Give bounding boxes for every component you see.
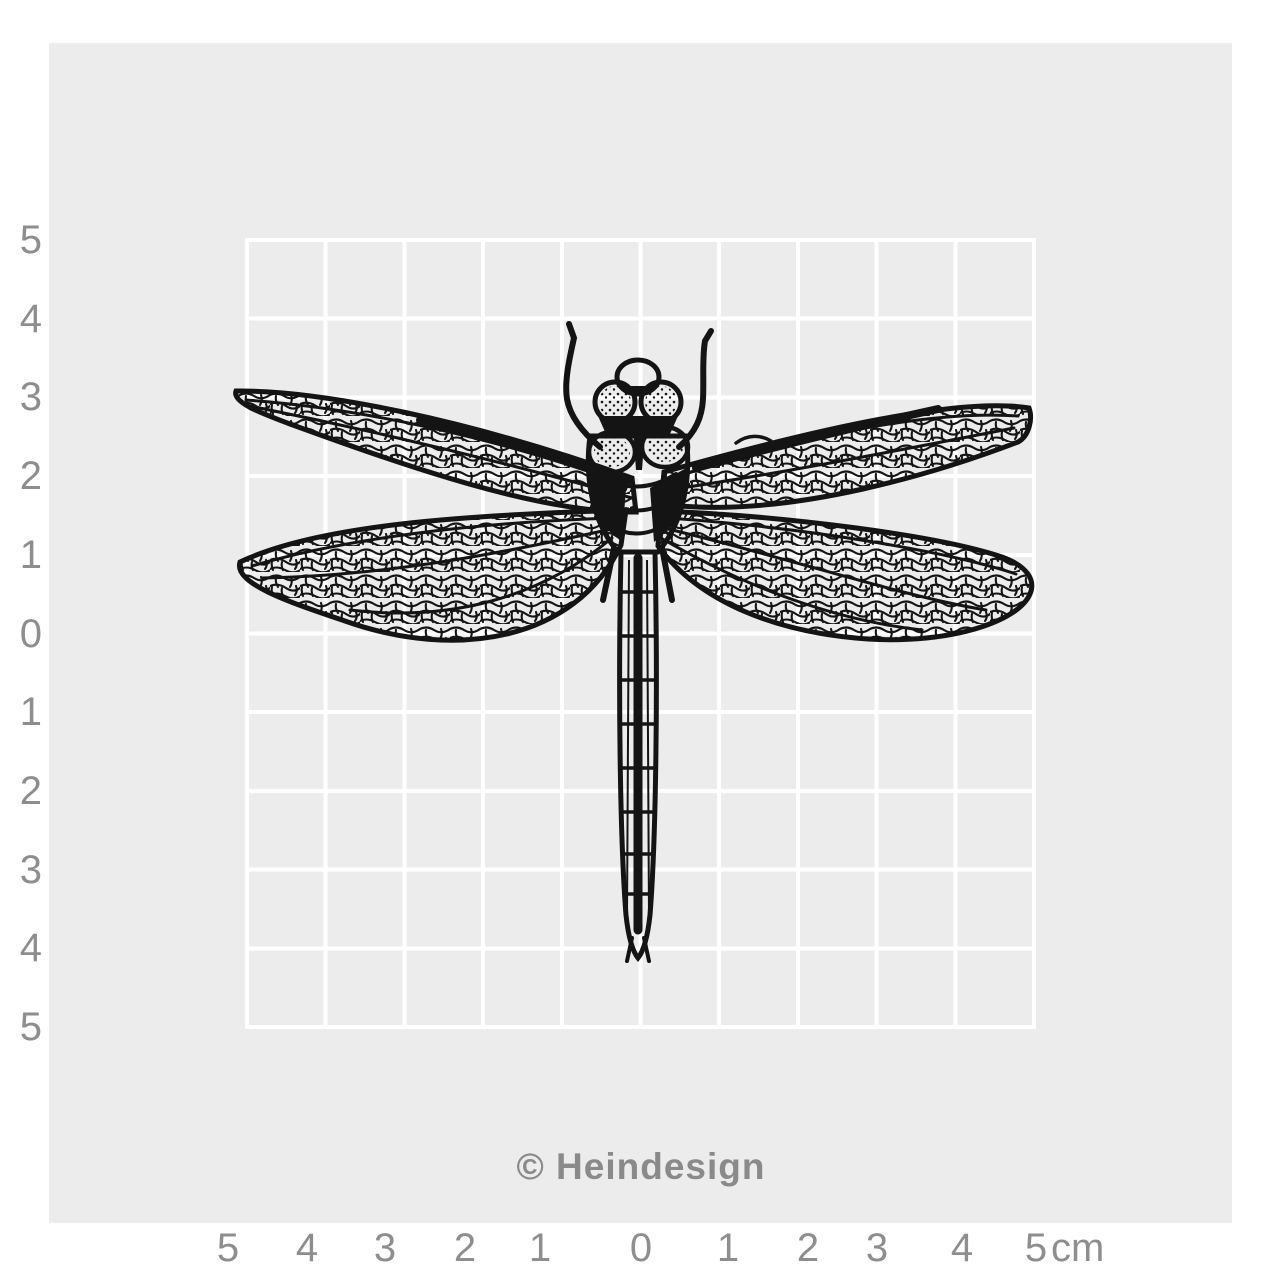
bottom-axis-label: 1 bbox=[716, 1226, 740, 1270]
left-axis-label: 1 bbox=[19, 690, 42, 735]
axis-unit-label: cm bbox=[1051, 1226, 1105, 1270]
left-axis-label: 0 bbox=[19, 611, 42, 656]
bottom-axis-label: 1 bbox=[528, 1226, 552, 1270]
dragonfly-head bbox=[592, 357, 684, 434]
bottom-axis-label: 3 bbox=[865, 1226, 889, 1270]
left-axis-label: 1 bbox=[19, 532, 42, 577]
wing-lower-left bbox=[239, 510, 626, 640]
wing-upper-right bbox=[661, 406, 1031, 508]
bottom-axis-label: 3 bbox=[373, 1226, 397, 1270]
left-axis-label: 4 bbox=[19, 296, 42, 341]
dragonfly-thorax bbox=[585, 424, 691, 603]
bottom-axis-label: 5 bbox=[216, 1226, 240, 1270]
wing-upper-left bbox=[236, 391, 636, 512]
left-axis-label: 2 bbox=[19, 454, 42, 499]
bottom-axis-label: 4 bbox=[295, 1226, 319, 1270]
left-axis-label: 3 bbox=[19, 375, 42, 420]
bottom-axis-label: 5 bbox=[1024, 1226, 1048, 1270]
left-axis-label: 4 bbox=[19, 926, 42, 971]
left-axis-label: 5 bbox=[19, 1005, 42, 1049]
wing-lower-right bbox=[658, 511, 1032, 640]
front-leg-right bbox=[676, 328, 714, 450]
bottom-axis-label: 2 bbox=[796, 1226, 820, 1270]
bottom-axis-label: 0 bbox=[629, 1226, 653, 1270]
bottom-axis-label: 4 bbox=[950, 1226, 974, 1270]
left-axis-label: 3 bbox=[19, 847, 42, 892]
bottom-axis-label: 2 bbox=[453, 1226, 477, 1270]
left-axis-label: 2 bbox=[19, 768, 42, 813]
front-leg-left bbox=[563, 321, 603, 450]
antenna-curl bbox=[734, 434, 773, 445]
watermark-text: © Heindesign bbox=[516, 1146, 766, 1187]
dragonfly-abdomen bbox=[617, 549, 659, 963]
left-axis-label: 5 bbox=[19, 218, 42, 262]
